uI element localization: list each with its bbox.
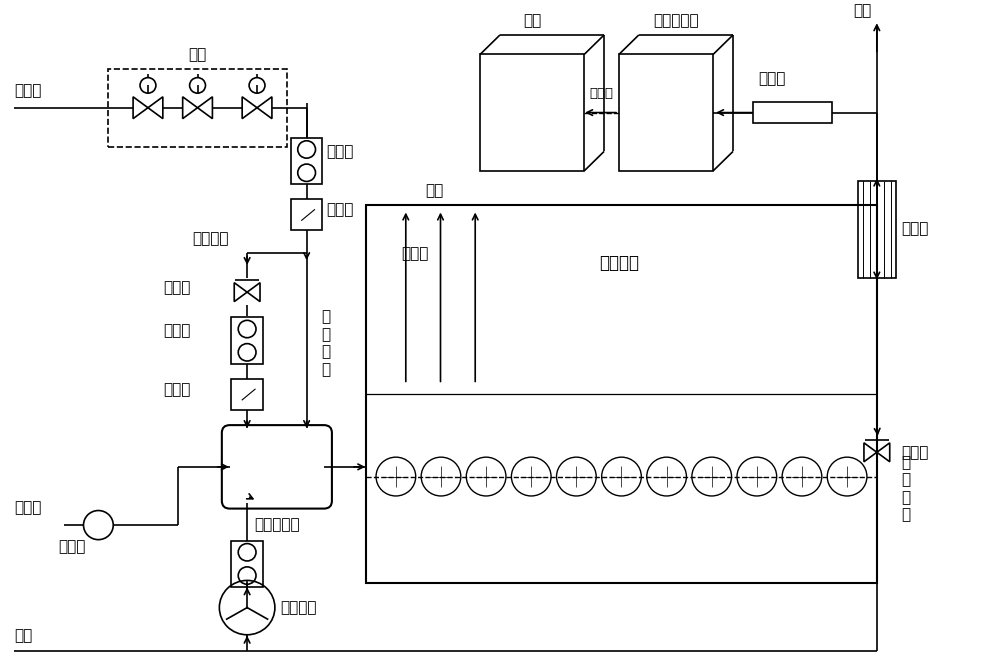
Text: 阀组: 阀组 [188,47,207,62]
Bar [366,205,877,584]
Text: 数据线: 数据线 [590,86,614,100]
Text: 排出: 排出 [853,3,871,18]
Text: 低氮燃烧器: 低氮燃烧器 [254,518,300,533]
Text: 调节阀: 调节阀 [902,445,929,460]
Text: 调节阀: 调节阀 [163,280,190,295]
Bar [480,54,584,171]
Bar [231,379,263,409]
Text: 压力表: 压力表 [163,382,190,397]
Text: 锅炉本体: 锅炉本体 [599,254,639,272]
Text: 炉膛: 炉膛 [426,183,444,198]
Text: 氧化锆: 氧化锆 [14,500,41,515]
Bar [619,54,713,171]
Text: 循
环
烟
气: 循 环 烟 气 [902,455,911,523]
Bar [108,69,287,147]
Text: 流量计: 流量计 [59,539,86,554]
Text: 一
次
燃
料: 一 次 燃 料 [322,310,331,377]
Bar [231,541,263,587]
Text: 空气: 空气 [14,628,32,643]
Text: 电脑: 电脑 [523,13,541,28]
Text: 压力表: 压力表 [326,202,354,217]
Bar [231,318,263,364]
Text: 天然气: 天然气 [14,83,41,98]
Text: 省煤器: 省煤器 [902,222,929,237]
Bar [753,102,832,123]
Text: 变频风机: 变频风机 [280,600,316,615]
Bar [291,138,322,184]
Bar [291,199,322,230]
Text: 烟气分析仪: 烟气分析仪 [653,13,699,28]
Text: 流量计: 流量计 [163,324,190,338]
Text: 取样枪: 取样枪 [758,71,785,86]
Text: 观火孔: 观火孔 [401,246,428,261]
Text: 二次燃料: 二次燃料 [193,231,229,247]
Text: 流量计: 流量计 [326,144,354,159]
Bar [858,180,896,277]
